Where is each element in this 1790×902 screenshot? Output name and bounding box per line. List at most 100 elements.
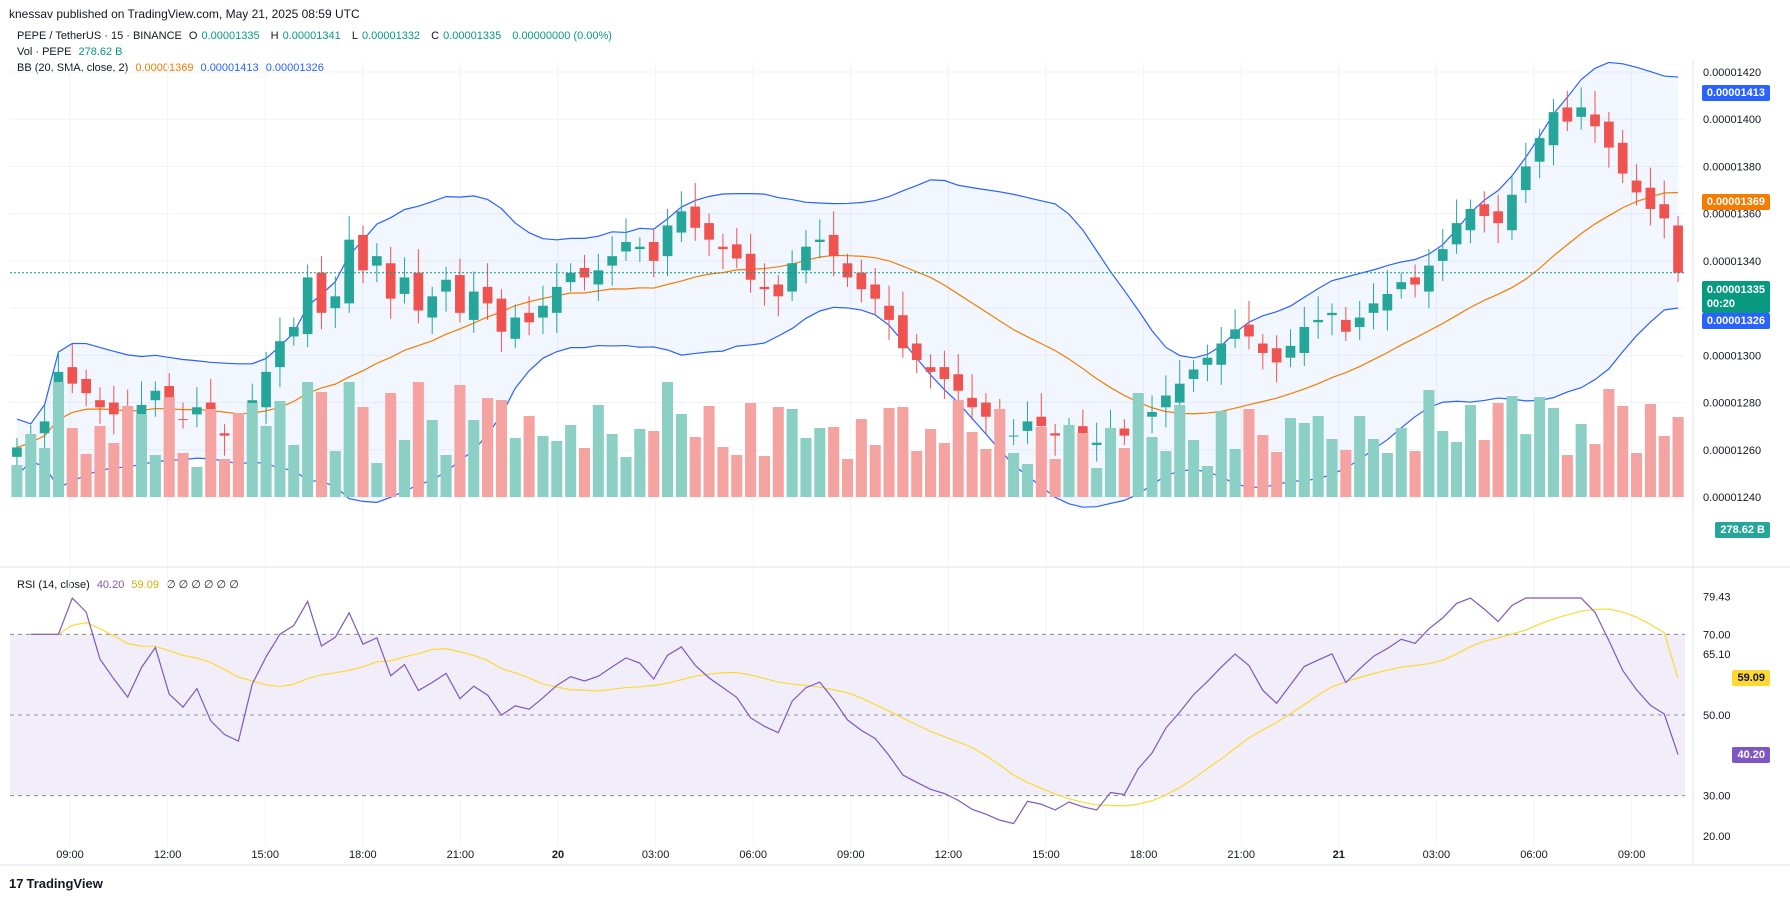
candle-body	[358, 234, 368, 271]
candle-body	[1451, 223, 1462, 245]
volume-bar	[758, 456, 770, 497]
candle-body	[316, 272, 327, 313]
candle-body	[635, 246, 645, 250]
volume-bar	[1367, 439, 1380, 497]
volume-bar	[1672, 417, 1684, 497]
bb-lower-badge: 0.00001326	[1701, 313, 1770, 329]
candle-body	[1244, 324, 1254, 337]
volume-bar	[1631, 453, 1643, 497]
rsi-ma-value: 59.09	[131, 579, 159, 591]
rsi-ma-line	[30, 608, 1679, 807]
bb-lower-value: 0.00001326	[265, 62, 324, 74]
rsi-tick-label: 30.00	[1703, 791, 1731, 803]
time-tick-label: 21:00	[1227, 849, 1255, 861]
candle-body	[108, 402, 119, 415]
candle-body	[718, 246, 728, 250]
candle-body	[468, 291, 479, 320]
countdown: 00:20	[1706, 298, 1736, 310]
volume-bar	[66, 428, 78, 497]
volume-bar	[1617, 406, 1629, 497]
volume-bar	[523, 416, 535, 497]
volume-bar	[1146, 437, 1158, 497]
candle-body	[828, 234, 839, 257]
candle-body	[192, 407, 202, 415]
volume-bar	[952, 400, 964, 497]
volume-bar	[1257, 435, 1269, 497]
candle-body	[898, 315, 908, 349]
volume-bar	[869, 445, 881, 497]
volume-bar	[135, 414, 148, 497]
volume-bar	[731, 455, 743, 497]
volume-bar	[1506, 396, 1518, 497]
candle-body	[648, 242, 659, 261]
candle-body	[1341, 319, 1351, 332]
volume-bar	[1409, 451, 1421, 497]
volume-bar	[1091, 468, 1103, 497]
time-tick-label: 15:00	[251, 849, 279, 861]
volume-bar	[675, 414, 687, 497]
candle-body	[1077, 426, 1088, 438]
candle-body	[731, 244, 742, 259]
time-tick-label: 18:00	[1130, 849, 1158, 861]
rsi-value: 40.20	[96, 579, 125, 591]
bb-basis-value: 0.00001369	[135, 62, 194, 74]
candle-body	[1313, 319, 1324, 323]
time-tick-label: 21:00	[447, 849, 475, 861]
volume-bar	[855, 419, 867, 497]
volume-bar	[814, 428, 826, 497]
candle-body	[261, 371, 271, 408]
volume-bar	[1520, 434, 1532, 497]
candle-body	[621, 242, 631, 252]
candle-body	[565, 272, 576, 283]
volume-bar	[1534, 397, 1546, 497]
volume-bar	[800, 438, 812, 497]
candle-body	[1271, 348, 1282, 363]
candle-body	[939, 367, 950, 379]
rsi-badge: 40.20	[1732, 747, 1770, 763]
candle-body	[1147, 412, 1157, 417]
volume-bar	[108, 443, 120, 497]
volume-bar	[772, 407, 784, 497]
volume-bar	[1271, 452, 1283, 497]
candle-body	[330, 296, 341, 309]
candle-body	[1174, 383, 1185, 403]
price-badge: 0.00001335 00:20	[1701, 281, 1770, 313]
rsi-tick-label: 79.43	[1703, 591, 1731, 603]
time-tick-label: 09:00	[56, 849, 84, 861]
candle-body	[1410, 277, 1420, 285]
volume-bar	[11, 465, 23, 497]
candle-body	[1659, 204, 1670, 219]
high-value: 0.00001341	[282, 30, 341, 42]
candle-body	[219, 433, 230, 436]
candle-body	[1216, 343, 1227, 365]
candle-body	[662, 225, 673, 257]
volume-bar	[509, 438, 521, 497]
candle-body	[1424, 265, 1434, 292]
volume-bar	[219, 459, 231, 497]
candle-body	[1645, 187, 1656, 209]
volume-bar	[371, 463, 383, 497]
symbol-name[interactable]: PEPE / TetherUS · 15 · BINANCE	[17, 30, 182, 42]
volume-bar	[1354, 416, 1366, 497]
volume-bar	[412, 382, 424, 497]
volume-bar	[841, 459, 854, 497]
volume-bar	[1644, 404, 1656, 497]
candle-body	[1368, 303, 1379, 313]
candle-body	[856, 272, 867, 290]
volume-bar	[52, 382, 64, 497]
volume-bar	[1021, 464, 1033, 497]
time-tick-label: 12:00	[154, 849, 182, 861]
candle-body	[1050, 433, 1060, 436]
rsi-tick-label: 65.10	[1703, 649, 1731, 661]
candle-body	[1188, 369, 1199, 379]
candle-body	[1382, 293, 1393, 311]
tradingview-brand[interactable]: 17 TradingView	[9, 876, 103, 891]
candle-body	[1396, 282, 1407, 290]
volume-bar	[1423, 390, 1435, 497]
volume-bar	[1561, 455, 1573, 497]
candle-body	[801, 246, 811, 271]
volume-bar	[482, 398, 494, 497]
candle-body	[1548, 112, 1559, 146]
volume-bar	[689, 437, 701, 497]
